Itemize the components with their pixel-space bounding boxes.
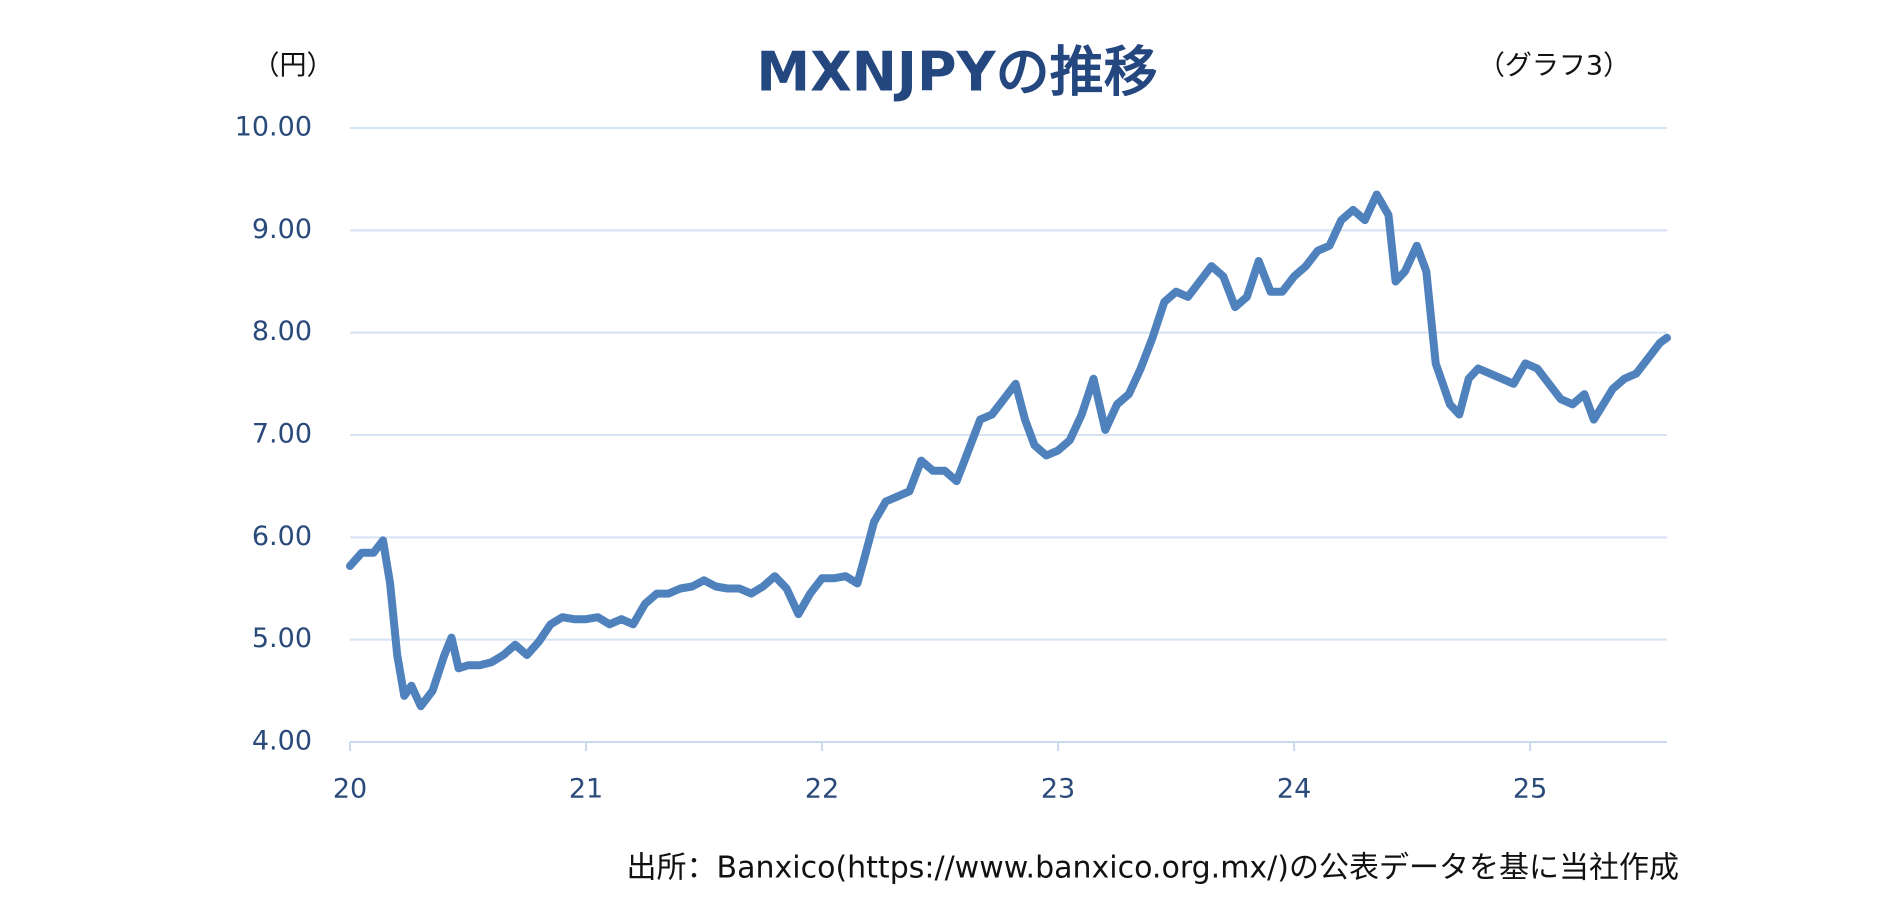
- x-tick-label: 23: [1041, 774, 1075, 805]
- x-tick-label: 25: [1513, 774, 1547, 805]
- x-tick-label: 24: [1277, 774, 1311, 805]
- y-tick-label: 7.00: [252, 419, 312, 450]
- x-tick-label: 21: [569, 774, 603, 805]
- y-unit-label: （円）: [253, 51, 334, 82]
- chart-title: MXNJPYの推移: [756, 41, 1157, 104]
- y-tick-label: 5.00: [252, 623, 312, 654]
- x-tick-label: 22: [805, 774, 839, 805]
- source-note: 出所：Banxico(https://www.banxico.org.mx/)の…: [627, 851, 1679, 886]
- x-tick-label: 20: [333, 774, 367, 805]
- price-line: [346, 190, 1671, 711]
- y-tick-label: 4.00: [252, 726, 312, 757]
- y-tick-label: 9.00: [252, 214, 312, 245]
- y-tick-label: 10.00: [235, 112, 312, 143]
- chart-note: （グラフ3）: [1478, 51, 1630, 82]
- y-tick-label: 6.00: [252, 521, 312, 552]
- y-tick-label: 8.00: [252, 316, 312, 347]
